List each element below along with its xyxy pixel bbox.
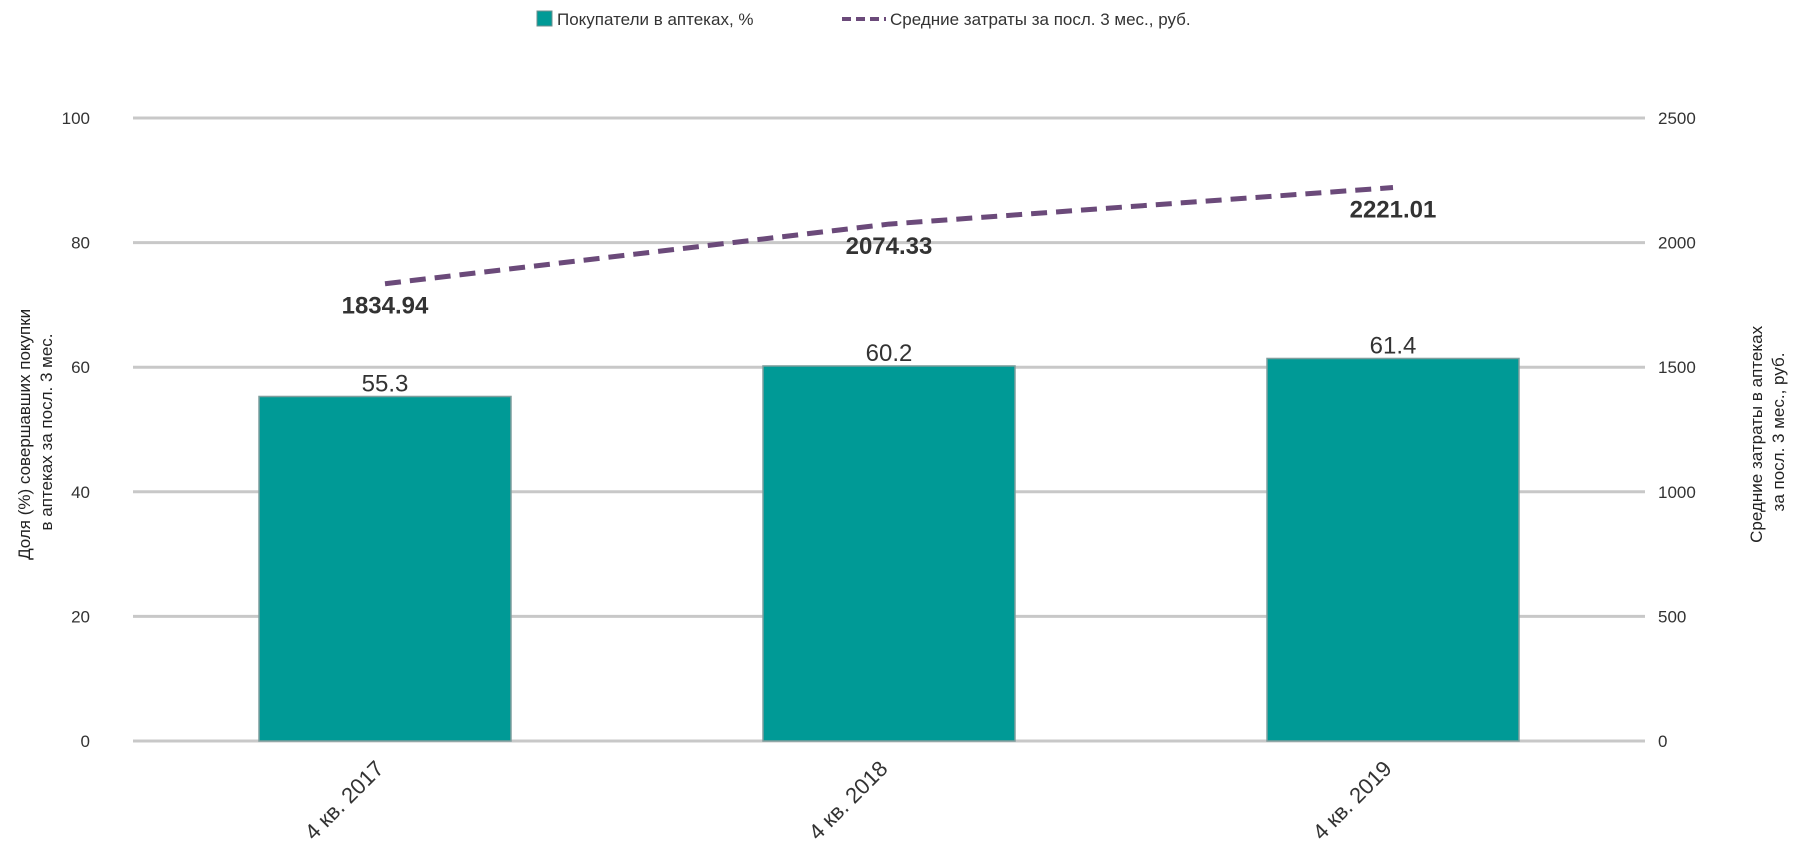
- bar-data-label: 60.2: [866, 340, 913, 367]
- right-axis-ticks: 0 500 1000 1500 2000 2500: [1658, 109, 1696, 751]
- right-axis-title-line-2: за посл. 3 мес., руб.: [1769, 353, 1788, 512]
- line-series: 1834.94 2074.33 2221.01: [342, 185, 1437, 320]
- left-axis-title-line-2: в аптеках за посл. 3 мес.: [37, 334, 56, 531]
- category-labels: 4 кв. 2017 4 кв. 2018 4 кв. 2019: [300, 756, 1397, 845]
- bar: [1266, 357, 1520, 742]
- bar-series: 55.3 60.2 61.4: [258, 332, 1520, 742]
- left-tick-label: 100: [62, 109, 90, 128]
- legend-swatch-bar: [536, 10, 553, 27]
- line-data-label: 1834.94: [342, 293, 429, 320]
- left-tick-label: 20: [71, 607, 90, 626]
- category-label: 4 кв. 2019: [1308, 756, 1397, 845]
- legend: Покупатели в аптеках, % Средние затраты …: [536, 10, 1191, 29]
- legend-label-bar: Покупатели в аптеках, %: [557, 10, 754, 29]
- left-axis-title: Доля (%) совершавших покупки в аптеках з…: [15, 304, 56, 560]
- right-axis-title: Средние затраты в аптеках за посл. 3 мес…: [1747, 321, 1788, 543]
- bar-data-label: 55.3: [362, 370, 409, 397]
- right-tick-label: 2000: [1658, 234, 1696, 253]
- right-tick-label: 0: [1658, 732, 1667, 751]
- left-axis-title-line-1: Доля (%) совершавших покупки: [15, 309, 34, 560]
- left-tick-label: 40: [71, 483, 90, 502]
- line-data-label: 2221.01: [1350, 197, 1437, 224]
- left-tick-label: 80: [71, 234, 90, 253]
- bar: [762, 365, 1016, 742]
- category-label: 4 кв. 2017: [300, 756, 389, 845]
- left-tick-label: 0: [81, 732, 90, 751]
- right-tick-label: 2500: [1658, 109, 1696, 128]
- bar: [258, 395, 512, 742]
- left-axis-ticks: 0 20 40 60 80 100: [62, 109, 90, 751]
- legend-label-line: Средние затраты за посл. 3 мес., руб.: [890, 10, 1191, 29]
- right-tick-label: 500: [1658, 607, 1686, 626]
- bar-data-label: 61.4: [1370, 332, 1417, 359]
- line-data-label: 2074.33: [846, 233, 933, 260]
- right-axis-title-line-1: Средние затраты в аптеках: [1747, 325, 1766, 542]
- category-label: 4 кв. 2018: [804, 756, 893, 845]
- right-tick-label: 1500: [1658, 358, 1696, 377]
- right-tick-label: 1000: [1658, 483, 1696, 502]
- left-tick-label: 60: [71, 358, 90, 377]
